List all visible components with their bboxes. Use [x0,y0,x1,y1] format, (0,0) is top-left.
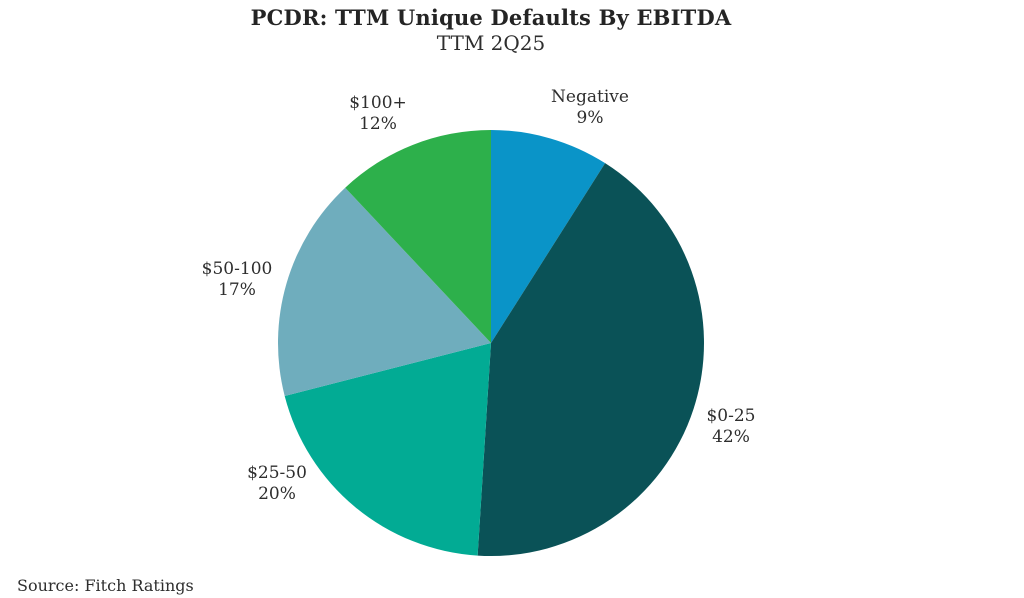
pie-slice--0-25 [477,163,704,556]
slice-label--25-50: $25-50 20% [247,463,307,505]
slice-label-percent: 20% [258,484,296,504]
slice-label--0-25: $0-25 42% [706,406,755,448]
slice-label-name: Negative [551,87,629,107]
slice-label-name: $50-100 [201,259,273,279]
pie-slice-negative [491,130,606,343]
slice-label-percent: 9% [576,108,604,128]
slice-label--50-100: $50-100 17% [202,259,273,301]
pie-slice--25-50 [284,343,491,556]
slice-label-name: $100+ [349,93,407,113]
slice-label-percent: 42% [712,427,750,447]
chart-subtitle: TTM 2Q25 [436,31,546,55]
pie-slice--100+ [345,130,491,343]
slice-label--100+: $100+ 12% [349,93,407,135]
slice-label-negative: Negative 9% [551,87,629,129]
slice-label-percent: 17% [218,280,256,300]
pie-slice--50-100 [277,187,491,396]
slice-label-name: $25-50 [247,463,307,483]
slice-label-name: $0-25 [706,406,756,426]
source-note: Source: Fitch Ratings [17,576,194,595]
slice-label-percent: 12% [359,114,397,134]
chart-title: PCDR: TTM Unique Defaults By EBITDA [250,5,732,30]
